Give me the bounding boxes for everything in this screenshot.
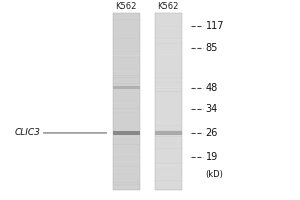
Bar	[112, 187, 140, 188]
Bar	[154, 26, 182, 27]
Bar	[154, 130, 182, 131]
Bar	[112, 52, 140, 53]
Bar	[154, 165, 182, 166]
Bar	[112, 77, 140, 78]
Bar	[112, 166, 140, 167]
Text: 19: 19	[206, 152, 218, 162]
Bar	[154, 163, 182, 164]
Text: K562: K562	[157, 2, 179, 11]
Bar	[112, 162, 140, 163]
Bar	[154, 89, 182, 90]
Bar	[112, 91, 140, 92]
Text: (kD): (kD)	[206, 170, 224, 179]
Bar	[154, 87, 182, 88]
Bar	[112, 86, 140, 89]
Bar	[112, 19, 140, 20]
Bar	[112, 184, 140, 185]
Bar	[112, 168, 140, 169]
Bar	[154, 73, 182, 74]
Bar	[154, 77, 182, 78]
Bar	[154, 179, 182, 180]
Bar	[154, 148, 182, 149]
Bar	[112, 83, 140, 84]
Bar	[112, 75, 140, 76]
Bar	[112, 136, 140, 137]
Bar	[112, 161, 140, 162]
Bar	[112, 50, 140, 51]
Bar	[112, 55, 140, 56]
Bar	[154, 136, 182, 137]
Bar	[154, 167, 182, 168]
Bar	[112, 18, 140, 19]
Bar	[154, 82, 182, 83]
Bar	[154, 180, 182, 181]
Bar	[112, 51, 140, 52]
Bar	[112, 103, 140, 104]
Bar	[154, 39, 182, 40]
Bar	[154, 141, 182, 142]
Bar	[112, 86, 140, 87]
Bar	[154, 51, 182, 52]
Bar	[112, 171, 140, 172]
Bar	[154, 13, 182, 190]
Bar	[154, 109, 182, 110]
Bar	[154, 91, 182, 92]
Bar	[154, 43, 182, 44]
Bar	[112, 133, 140, 134]
Bar	[112, 144, 140, 145]
Bar	[154, 133, 182, 134]
Bar	[154, 38, 182, 39]
Bar	[112, 38, 140, 39]
Text: 117: 117	[206, 21, 224, 31]
Bar	[154, 25, 182, 26]
Bar	[154, 27, 182, 28]
Text: K562: K562	[115, 2, 137, 11]
Bar	[154, 142, 182, 143]
Bar	[112, 13, 140, 190]
Bar	[112, 182, 140, 183]
Bar	[112, 185, 140, 186]
Text: CLIC3: CLIC3	[15, 128, 41, 137]
Bar	[154, 164, 182, 165]
Text: 48: 48	[206, 83, 218, 93]
Bar	[112, 131, 140, 135]
Bar	[154, 131, 182, 135]
Bar	[112, 77, 140, 78]
Bar	[154, 125, 182, 126]
Text: 85: 85	[206, 43, 218, 53]
Text: 34: 34	[206, 104, 218, 114]
Bar	[112, 112, 140, 113]
Bar	[154, 123, 182, 124]
Bar	[112, 108, 140, 109]
Bar	[154, 54, 182, 55]
Bar	[154, 122, 182, 123]
Bar	[112, 57, 140, 58]
Bar	[154, 82, 182, 83]
Bar	[112, 154, 140, 155]
Bar	[154, 169, 182, 170]
Bar	[154, 88, 182, 89]
Bar	[112, 91, 140, 92]
Bar	[112, 55, 140, 56]
Text: 26: 26	[206, 128, 218, 138]
Bar	[112, 71, 140, 72]
Bar	[112, 112, 140, 113]
